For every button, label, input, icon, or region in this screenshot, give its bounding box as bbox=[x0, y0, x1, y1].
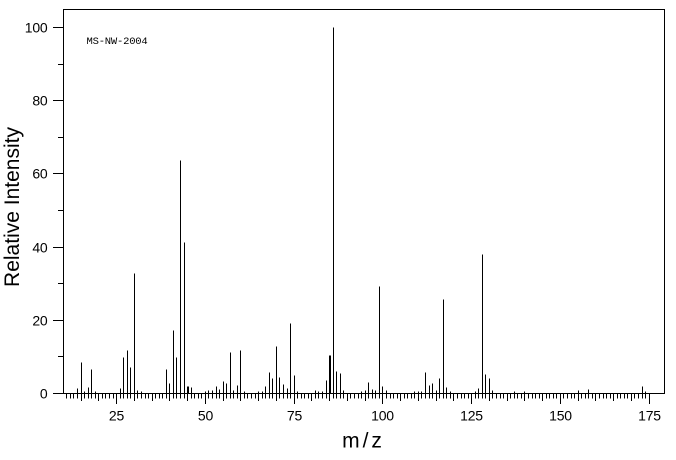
svg-text:MS-NW-2004: MS-NW-2004 bbox=[87, 36, 148, 48]
svg-text:125: 125 bbox=[460, 408, 483, 424]
svg-text:Relative Intensity: Relative Intensity bbox=[1, 127, 24, 287]
svg-text:75: 75 bbox=[287, 408, 303, 424]
svg-text:25: 25 bbox=[109, 408, 125, 424]
svg-text:100: 100 bbox=[25, 20, 48, 36]
svg-text:40: 40 bbox=[32, 240, 48, 256]
svg-text:50: 50 bbox=[198, 408, 214, 424]
svg-text:60: 60 bbox=[32, 166, 48, 182]
svg-text:80: 80 bbox=[32, 93, 48, 109]
svg-text:150: 150 bbox=[549, 408, 572, 424]
svg-text:100: 100 bbox=[371, 408, 394, 424]
svg-text:m/z: m/z bbox=[342, 430, 385, 453]
svg-text:20: 20 bbox=[32, 313, 48, 329]
svg-text:175: 175 bbox=[638, 408, 661, 424]
svg-text:0: 0 bbox=[40, 386, 48, 402]
